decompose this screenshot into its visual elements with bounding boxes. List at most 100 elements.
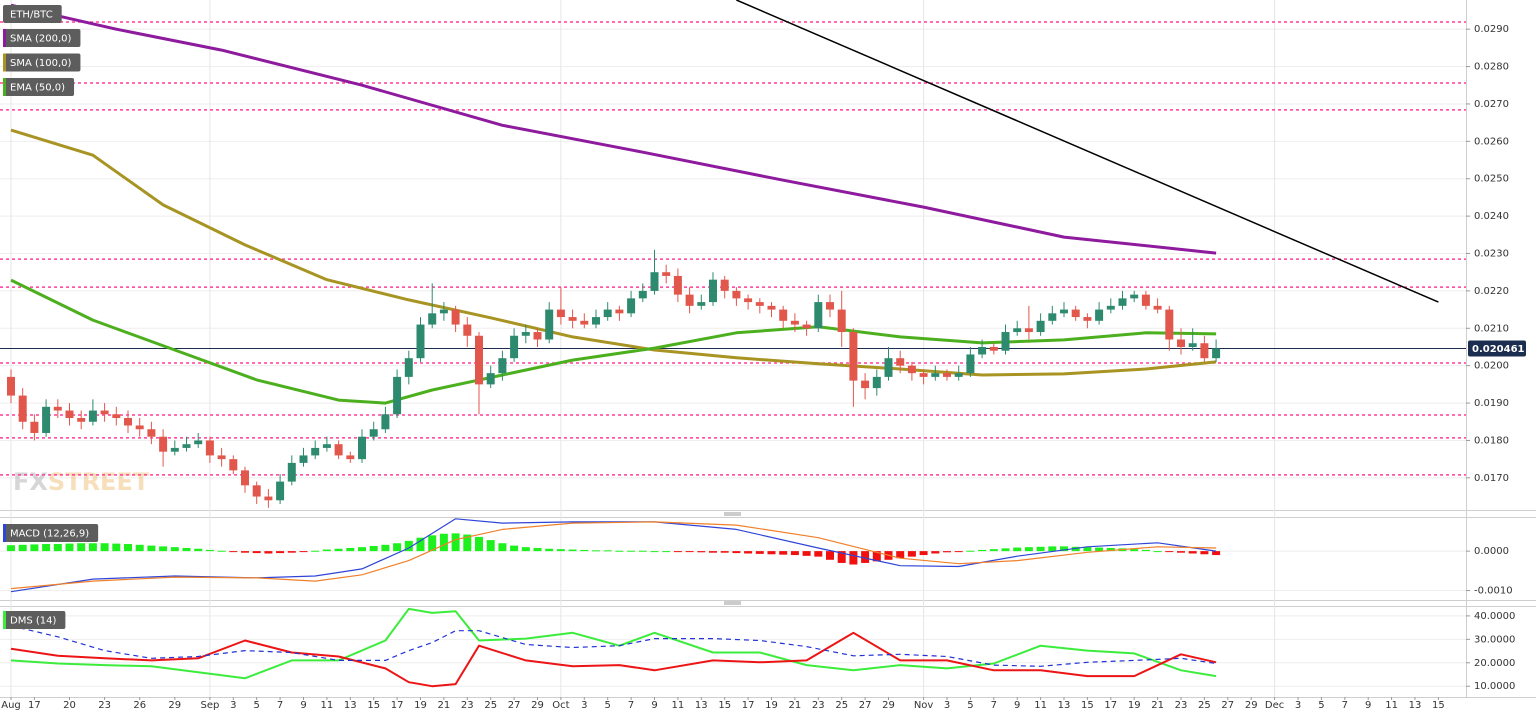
x-tick-label: 13 bbox=[1409, 700, 1422, 711]
histogram-bar bbox=[1060, 546, 1068, 552]
legend-box bbox=[3, 78, 75, 96]
candle-body bbox=[194, 440, 203, 445]
histogram-bar bbox=[896, 551, 905, 559]
candle-body bbox=[872, 376, 881, 389]
histogram-bar bbox=[1024, 547, 1033, 552]
y-tick-label: 0.0250 bbox=[1474, 174, 1509, 185]
y-tick-label: -0.0010 bbox=[1474, 586, 1513, 597]
histogram-bar bbox=[287, 551, 296, 553]
resize-handle[interactable] bbox=[724, 512, 741, 605]
histogram-bar bbox=[65, 543, 74, 552]
candle-body bbox=[428, 313, 437, 325]
x-tick-label: 27 bbox=[508, 700, 521, 711]
x-tick-label: 20 bbox=[63, 700, 76, 711]
candle-body bbox=[147, 429, 156, 437]
histogram-bar bbox=[205, 549, 214, 552]
histogram-bar bbox=[755, 551, 764, 554]
histogram-bar bbox=[1013, 547, 1022, 552]
x-tick-label: 25 bbox=[484, 700, 497, 711]
candle-body bbox=[182, 444, 191, 448]
histogram-bar bbox=[638, 550, 647, 552]
dms-line bbox=[10, 631, 1217, 688]
candle-body bbox=[88, 410, 97, 422]
x-tick-label: 3 bbox=[944, 700, 950, 711]
histogram-bar bbox=[556, 549, 565, 552]
x-tick-label: 15 bbox=[367, 700, 380, 711]
candle-body bbox=[100, 410, 109, 415]
legend-box bbox=[3, 524, 99, 542]
x-tick-label: 27 bbox=[1221, 700, 1234, 711]
watermark-part: STREET bbox=[48, 468, 150, 496]
histogram-bar bbox=[159, 546, 168, 552]
legend-swatch bbox=[3, 53, 6, 72]
histogram-bar bbox=[814, 551, 823, 557]
histogram-bar bbox=[837, 551, 846, 563]
candle-body bbox=[205, 440, 214, 456]
histogram-bar bbox=[1048, 546, 1057, 552]
candle-body bbox=[241, 470, 249, 486]
candle-body bbox=[1153, 305, 1162, 310]
histogram-bar bbox=[872, 551, 881, 562]
histogram-bar bbox=[135, 544, 144, 552]
histogram-bar bbox=[580, 549, 589, 552]
candle-body bbox=[451, 309, 460, 325]
x-tick-label: 23 bbox=[461, 700, 474, 711]
histogram-bar bbox=[182, 547, 191, 552]
candle-body bbox=[252, 485, 261, 497]
candle-body bbox=[826, 302, 834, 310]
histogram-bar bbox=[7, 545, 15, 552]
histogram-bar bbox=[147, 545, 156, 552]
candle-body bbox=[592, 317, 600, 325]
legend-item: SMA (200,0) bbox=[3, 29, 81, 47]
candle-body bbox=[802, 324, 811, 329]
x-tick-label: 7 bbox=[277, 700, 283, 711]
candle-body bbox=[556, 309, 565, 318]
candle-body bbox=[919, 373, 928, 377]
x-tick-label: 11 bbox=[1385, 700, 1398, 711]
histogram-bar bbox=[170, 547, 179, 552]
x-tick-label: 5 bbox=[605, 700, 611, 711]
candle-body bbox=[767, 305, 776, 310]
histogram-bar bbox=[615, 550, 624, 552]
x-tick-label: 15 bbox=[1432, 700, 1445, 711]
histogram-bar bbox=[42, 544, 51, 552]
x-tick-label: 5 bbox=[254, 700, 260, 711]
y-tick-label: 40.0000 bbox=[1474, 611, 1515, 622]
histogram-bar bbox=[592, 550, 600, 552]
candle-body bbox=[744, 298, 753, 303]
x-tick-label: 26 bbox=[133, 700, 146, 711]
candle-body bbox=[217, 455, 226, 460]
histogram-bar bbox=[1130, 549, 1139, 552]
candle-body bbox=[1001, 332, 1010, 351]
candle-body bbox=[346, 455, 355, 460]
legend-swatch bbox=[3, 29, 6, 47]
macd-line bbox=[10, 521, 1217, 590]
legend-item: ETH/BTC bbox=[3, 5, 62, 23]
candle-body bbox=[1083, 317, 1092, 321]
histogram-bar bbox=[861, 551, 870, 563]
candle-body bbox=[638, 290, 647, 299]
histogram-bar bbox=[463, 534, 472, 552]
x-tick-label: 7 bbox=[628, 700, 634, 711]
histogram-bar bbox=[1141, 549, 1150, 552]
candle-body bbox=[510, 335, 519, 359]
candle-body bbox=[486, 373, 495, 385]
candle-body bbox=[978, 346, 987, 355]
histogram-bar bbox=[943, 551, 951, 553]
candle-body bbox=[7, 376, 15, 396]
histogram-bar bbox=[124, 544, 132, 552]
dms-panel bbox=[10, 607, 1217, 688]
candle-body bbox=[568, 317, 577, 321]
candle-body bbox=[896, 358, 905, 366]
histogram-bar bbox=[369, 545, 378, 552]
histogram-bar bbox=[1001, 548, 1010, 552]
candle-body bbox=[790, 320, 799, 325]
candle-body bbox=[1024, 328, 1033, 333]
x-tick-label: 9 bbox=[300, 700, 306, 711]
candle-body bbox=[884, 358, 893, 377]
candle-body bbox=[1130, 294, 1139, 299]
x-tick-label: 3 bbox=[230, 700, 236, 711]
histogram-bar bbox=[790, 551, 799, 556]
candle-body bbox=[1095, 309, 1104, 321]
